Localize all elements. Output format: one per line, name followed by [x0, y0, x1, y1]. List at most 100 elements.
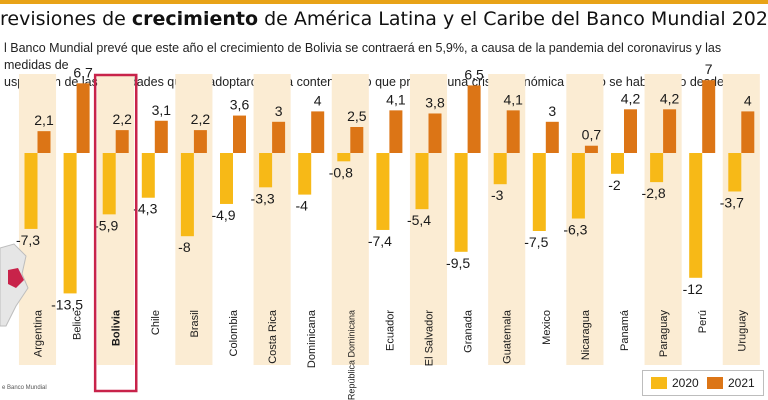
bar-2020-guatemala — [493, 153, 507, 185]
category-label-mexico: Mexico — [541, 310, 553, 345]
label-2021-argentina: 2,1 — [34, 112, 54, 128]
bar-2020-chile — [141, 153, 155, 198]
legend: 2020 2021 — [642, 370, 764, 396]
label-2021-costa-rica: 3 — [275, 103, 283, 119]
bar-2020-costa-rica — [259, 153, 273, 188]
label-2020-peru: -12 — [683, 281, 703, 297]
category-label-panama: Panamá — [619, 309, 631, 351]
bar-2021-republica-dominicana — [350, 127, 364, 153]
bar-2020-republica-dominicana — [337, 153, 351, 162]
label-2020-dominicana: -4 — [295, 198, 308, 214]
label-2021-guatemala: 4,1 — [503, 91, 523, 107]
label-2020-ecuador: -7,4 — [368, 233, 392, 249]
category-label-colombia: Colombia — [228, 309, 240, 356]
bar-2020-ecuador — [376, 153, 390, 230]
bar-2020-peru — [689, 153, 703, 278]
label-2021-colombia: 3,6 — [230, 97, 250, 113]
legend-label-2020: 2020 — [672, 376, 699, 390]
category-labels: Argentina Belice Bolivia Chile Brasil Colombi… — [33, 309, 749, 400]
category-bands — [18, 74, 760, 365]
highlight-box — [93, 73, 138, 393]
label-2021-uruguay: 4 — [744, 92, 752, 108]
bar-2021-dominicana — [311, 111, 325, 153]
map-icon — [0, 243, 29, 327]
label-2021-mexico: 3 — [548, 103, 556, 119]
label-2020-el-salvador: -5,4 — [407, 212, 431, 228]
source-note: e Banco Mundial — [2, 385, 47, 391]
bar-2021-bolivia — [115, 130, 129, 153]
category-label-bolivia: Bolivia — [111, 309, 123, 346]
category-label-guatemala: Guatemala — [502, 309, 514, 364]
label-2020-argentina: -7,3 — [16, 232, 40, 248]
label-2021-republica-dominicana: 2,5 — [347, 108, 367, 124]
label-2021-peru: 7 — [705, 61, 713, 77]
category-label-chile: Chile — [150, 310, 162, 335]
legend-swatch-2020 — [651, 377, 667, 389]
bar-2021-el-salvador — [428, 113, 442, 153]
category-label-granada: Granada — [463, 309, 475, 353]
bar-2020-panama — [611, 153, 624, 174]
category-label-costa-rica: Costa Rica — [267, 309, 279, 364]
label-2021-chile: 3,1 — [152, 102, 172, 118]
band-bolivia — [97, 74, 135, 365]
band-republica-dominicana — [331, 74, 369, 365]
category-label-brasil: Brasil — [189, 310, 201, 338]
label-2020-panama: -2 — [608, 177, 621, 193]
label-2020-bolivia: -5,9 — [94, 217, 118, 233]
label-2021-brasil: 2,2 — [191, 111, 211, 127]
bar-2020-brasil — [180, 153, 194, 237]
label-2020-republica-dominicana: -0,8 — [329, 164, 353, 180]
bar-2021-granada — [467, 85, 481, 153]
label-2021-bolivia: 2,2 — [112, 111, 132, 127]
bar-2021-peru — [702, 80, 716, 153]
label-2021-el-salvador: 3,8 — [425, 94, 445, 110]
chart-title: revisiones de crecimiento de América Lat… — [0, 4, 768, 34]
label-2020-nicaragua: -6,3 — [563, 222, 587, 238]
legend-label-2021: 2021 — [728, 376, 755, 390]
label-2020-paraguay: -2,8 — [642, 185, 666, 201]
bar-2020-nicaragua — [571, 153, 585, 219]
label-2021-ecuador: 4,1 — [386, 91, 406, 107]
label-2021-belice: 6,7 — [73, 64, 93, 80]
label-2020-brasil: -8 — [178, 239, 191, 255]
title-part-2: de América Latina y el Caribe del Banco … — [264, 8, 768, 30]
legend-item-2020: 2020 — [651, 371, 699, 395]
bar-2021-paraguay — [663, 109, 677, 153]
label-2021-panama: 4,2 — [621, 90, 641, 106]
category-label-peru: Perú — [697, 310, 709, 333]
bar-2021-uruguay — [741, 111, 755, 153]
highlight-box-bolivia — [93, 73, 138, 393]
bar-2021-guatemala — [506, 110, 520, 153]
bar-2021-colombia — [233, 115, 246, 153]
bar-2020-mexico — [532, 153, 546, 231]
subtitle-line-1: l Banco Mundial prevé que este año el cr… — [4, 41, 722, 72]
bar-2020-colombia — [220, 153, 233, 204]
bar-2020-argentina — [24, 153, 38, 229]
label-2020-uruguay: -3,7 — [720, 194, 744, 210]
bars — [24, 80, 755, 294]
value-labels: -7,3 2,1 -13,5 6,7 -5,9 2,2 -4,3 3,1 -8 2,2 -4,9 3,… — [16, 61, 752, 312]
bar-2020-bolivia — [102, 153, 116, 215]
label-2021-dominicana: 4 — [314, 92, 322, 108]
label-2020-chile: -4,3 — [133, 201, 157, 217]
category-label-republica-dominicana: República Dominicana — [346, 310, 356, 400]
label-2020-colombia: -4,9 — [211, 207, 235, 223]
bar-2021-belice — [76, 83, 90, 153]
title-accent-bar — [0, 0, 768, 4]
label-2020-guatemala: -3 — [491, 187, 504, 203]
category-label-dominicana: Dominicana — [306, 309, 318, 368]
bar-2021-panama — [624, 109, 637, 153]
bar-2020-uruguay — [728, 153, 742, 192]
band-nicaragua — [566, 74, 604, 365]
category-label-paraguay: Paraguay — [658, 310, 670, 358]
bar-2021-brasil — [193, 130, 207, 153]
category-label-belice: Belice — [72, 310, 84, 340]
title-bold: crecimiento — [131, 8, 259, 30]
bar-2020-belice — [63, 153, 77, 294]
legend-item-2021: 2021 — [707, 371, 755, 395]
title-part-1: revisiones de — [0, 8, 132, 30]
category-label-uruguay: Uruguay — [736, 310, 748, 352]
bar-2021-chile — [154, 120, 168, 153]
bar-2021-nicaragua — [584, 145, 598, 153]
